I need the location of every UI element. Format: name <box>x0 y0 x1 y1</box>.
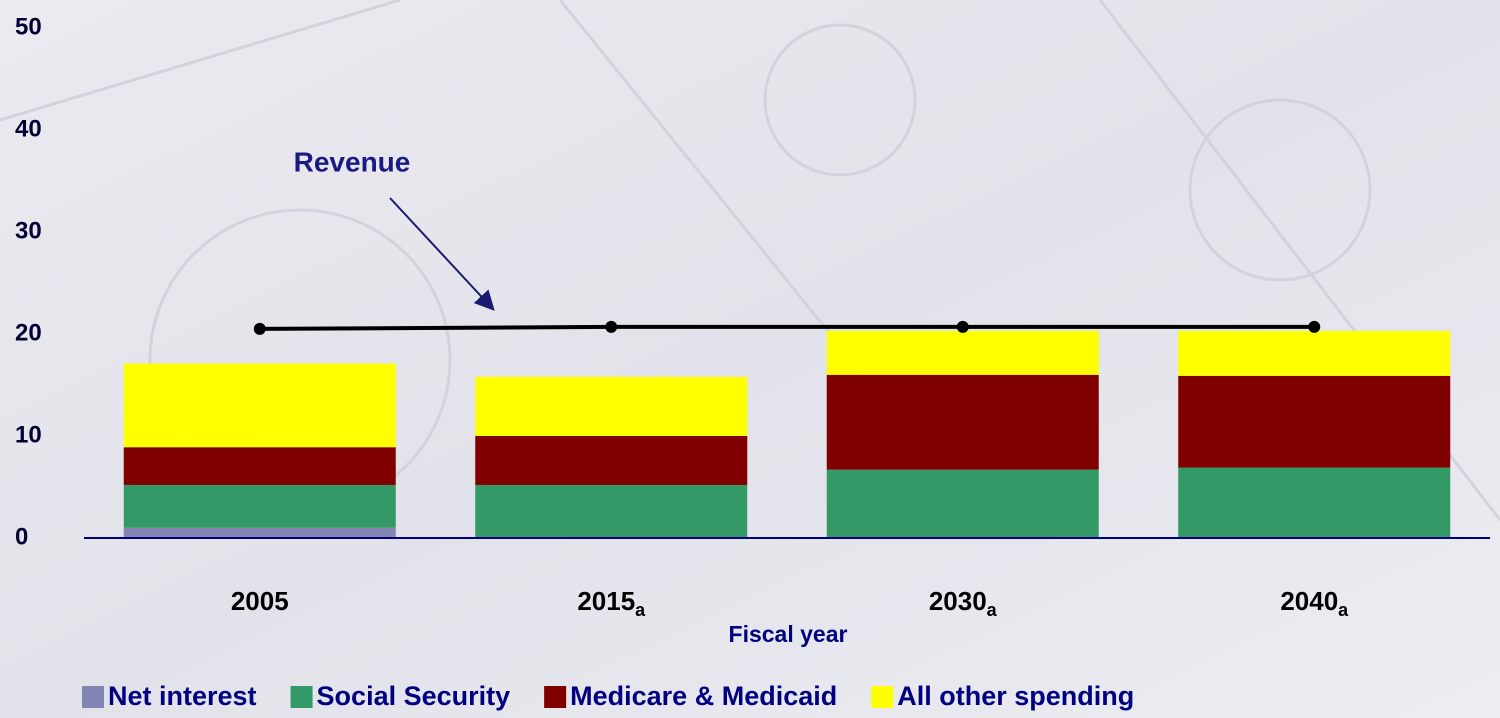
annotation: Revenue <box>294 146 411 177</box>
revenue-point <box>605 321 617 333</box>
y-tick-label: 50 <box>15 13 42 40</box>
bar-segment <box>124 485 396 528</box>
bar-segment <box>475 485 747 538</box>
legend-label: Social Security <box>317 681 511 711</box>
revenue-point <box>1308 321 1320 333</box>
x-tick-label: 2005 <box>231 586 289 616</box>
y-tick-label: 20 <box>15 319 42 346</box>
revenue-point <box>957 321 969 333</box>
legend-label: Medicare & Medicaid <box>570 681 837 711</box>
legend-label: All other spending <box>897 681 1134 711</box>
x-axis-title: Fiscal year <box>729 621 848 647</box>
revenue-point <box>254 323 266 335</box>
category: 2015 <box>577 586 635 616</box>
y-tick-label: 40 <box>15 115 42 142</box>
bar-segment <box>827 470 1099 538</box>
bar-segment <box>124 364 396 448</box>
bar-segment <box>1178 468 1450 538</box>
category: 2040 <box>1280 586 1338 616</box>
bar-segment <box>124 528 396 538</box>
bar-segment <box>124 447 396 485</box>
bar-segment <box>475 436 747 485</box>
bar-segment <box>1178 376 1450 468</box>
revenue-line <box>260 327 1315 329</box>
bar-segment <box>475 377 747 436</box>
chart: Revenue Fiscal year 0102030405020052015a… <box>0 0 1500 718</box>
category-note: a <box>635 600 646 620</box>
legend-label: Net interest <box>108 681 257 711</box>
category-note: a <box>987 600 998 620</box>
legend-swatch <box>82 686 104 708</box>
category: 2005 <box>231 586 289 616</box>
bar-segment <box>827 331 1099 375</box>
bar-segment <box>1178 331 1450 376</box>
category-note: a <box>1338 600 1349 620</box>
category: 2030 <box>929 586 987 616</box>
legend-swatch <box>544 686 566 708</box>
y-tick-label: 30 <box>15 217 42 244</box>
legend-swatch <box>871 686 893 708</box>
y-tick-label: 0 <box>15 523 28 550</box>
bar-segment <box>827 375 1099 470</box>
legend-swatch <box>291 686 313 708</box>
y-tick-label: 10 <box>15 421 42 448</box>
